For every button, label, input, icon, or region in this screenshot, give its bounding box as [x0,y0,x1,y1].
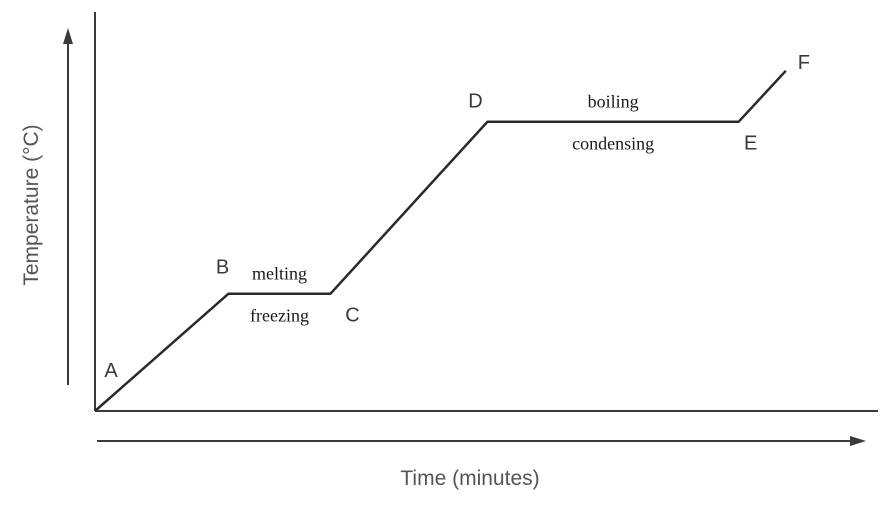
x-axis-arrowhead-icon [850,436,866,446]
point-labels: A B C D E F [104,52,810,382]
point-label-d: D [468,91,482,113]
phase-label-condensing: condensing [572,134,654,154]
y-axis-arrowhead-icon [63,28,73,44]
point-label-e: E [744,133,757,155]
point-label-b: B [216,257,229,279]
y-axis-title: Temperature (°C) [20,124,43,285]
phase-label-melting: melting [252,264,307,284]
point-label-a: A [104,360,118,382]
phase-label-freezing: freezing [250,306,309,326]
point-label-c: C [345,305,359,327]
point-label-f: F [798,52,810,74]
phase-label-boiling: boiling [588,92,639,112]
phase-labels: melting freezing boiling condensing [250,92,654,326]
x-axis-title: Time (minutes) [400,467,539,490]
heating-curve-line [94,69,787,412]
